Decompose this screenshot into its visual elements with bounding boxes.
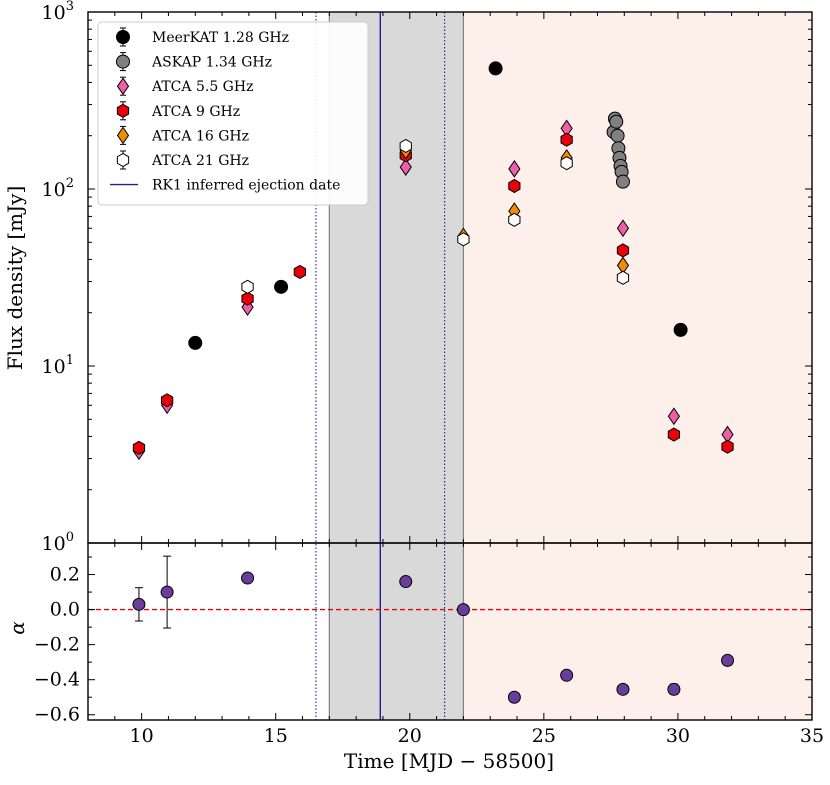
alpha-tick-label: −0.6 (34, 704, 80, 726)
point-atca-9-ghz (132, 440, 146, 455)
point-askap-1-34-ghz (610, 128, 625, 143)
point-atca-9-ghz (616, 243, 630, 258)
alpha-tick-label: 0.2 (50, 564, 80, 586)
post-flare-shaded-top (463, 12, 812, 543)
x-tick-label: 15 (264, 725, 288, 747)
alpha-point (507, 690, 521, 704)
point-atca-21-ghz (457, 232, 470, 247)
point-atca-9-ghz (160, 393, 174, 408)
alpha-point (456, 603, 470, 617)
alpha-point (241, 571, 255, 585)
alpha-point (399, 575, 413, 589)
alpha-point (132, 597, 146, 611)
alpha-point (721, 653, 735, 667)
legend-marker-atca-5-5-ghz (116, 77, 130, 96)
alpha-point (160, 585, 174, 599)
point-atca-9-ghz (560, 132, 573, 147)
legend-label-atca-5-5-ghz: ATCA 5.5 GHz (151, 79, 253, 95)
alpha-point (616, 682, 630, 696)
y-tick-label: 102 (42, 176, 74, 201)
point-atca-9-ghz (667, 427, 681, 442)
point-atca-5-5-ghz (616, 219, 630, 238)
point-meerkat-1-28-ghz (673, 322, 688, 337)
legend-label-atca-9-ghz: ATCA 9 GHz (151, 104, 240, 120)
point-atca-5-5-ghz (399, 158, 412, 176)
legend-marker-askap-1-34-ghz (116, 54, 130, 69)
alpha-point (560, 668, 574, 682)
point-atca-9-ghz (241, 291, 254, 306)
point-atca-9-ghz (508, 178, 521, 194)
alpha-point (667, 682, 681, 696)
legend-marker-atca-21-ghz (116, 152, 130, 168)
legend: MeerKAT 1.28 GHz ASKAP 1.34 GHz ATCA 5.5 G… (97, 21, 369, 206)
point-atca-21-ghz (399, 138, 412, 154)
point-atca-21-ghz (508, 212, 521, 227)
y-tick-label: 100 (42, 530, 74, 555)
alpha-tick-label: 0.0 (50, 599, 80, 621)
x-axis-title: Time [MJD − 58500] (344, 749, 554, 773)
point-askap-1-34-ghz (615, 174, 630, 189)
legend-marker-meerkat-1-28-ghz (116, 30, 130, 44)
point-atca-9-ghz (293, 264, 306, 280)
point-meerkat-1-28-ghz (188, 335, 203, 350)
point-atca-9-ghz (721, 439, 734, 454)
y-axis-title-top: Flux density [mJy] (3, 186, 27, 371)
alpha-tick-label: −0.4 (34, 669, 80, 691)
legend-label-rk1-inferred-ejection-date: RK1 inferred ejection date (152, 178, 340, 194)
bottom-panel-frame (87, 542, 813, 721)
legend-label-askap-1-34-ghz: ASKAP 1.34 GHz (151, 55, 272, 71)
point-atca-5-5-ghz (508, 159, 521, 178)
legend-marker-atca-9-ghz (116, 103, 130, 118)
gray-shaded-bottom (329, 543, 464, 720)
y-tick-label: 103 (42, 0, 74, 24)
legend-label-meerkat-1-28-ghz: MeerKAT 1.28 GHz (152, 30, 289, 46)
x-tick-label: 10 (130, 725, 154, 747)
post-flare-shaded-bottom (463, 543, 812, 720)
x-tick-label: 25 (532, 725, 556, 747)
legend-box (97, 21, 369, 206)
point-meerkat-1-28-ghz (274, 279, 289, 294)
x-tick-label: 20 (398, 725, 422, 747)
x-tick-label: 35 (800, 725, 824, 747)
legend-label-atca-16-ghz: ATCA 16 GHz (151, 128, 249, 144)
legend-marker-atca-16-ghz (116, 126, 130, 145)
point-askap-1-34-ghz (609, 114, 624, 129)
legend-label-atca-21-ghz: ATCA 21 GHz (151, 153, 249, 169)
alpha-tick-label: −0.2 (34, 634, 80, 656)
point-meerkat-1-28-ghz (488, 61, 503, 76)
point-atca-21-ghz (241, 279, 254, 294)
point-atca-21-ghz (616, 270, 630, 285)
point-atca-21-ghz (560, 156, 573, 171)
x-tick-label: 30 (666, 725, 690, 747)
y-tick-label: 101 (42, 353, 74, 378)
point-atca-5-5-ghz (667, 407, 681, 426)
y-axis-title-bottom: α (5, 621, 29, 635)
